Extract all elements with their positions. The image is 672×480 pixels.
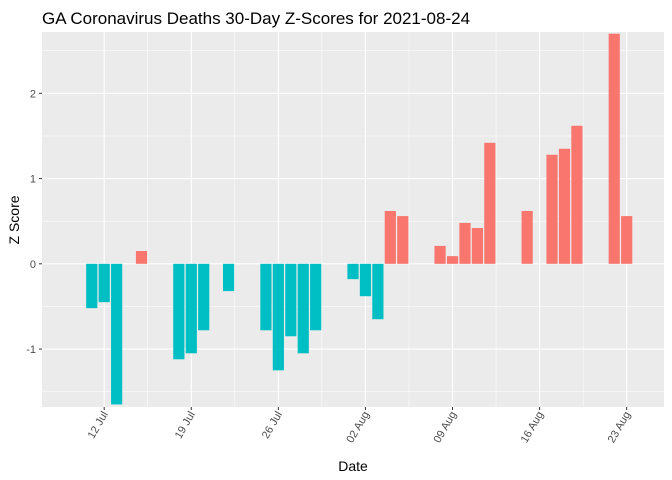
bars <box>86 33 633 405</box>
y-tick-label: 2 <box>30 88 36 100</box>
plot-panel <box>42 32 664 407</box>
bar <box>347 263 359 280</box>
bar <box>621 216 633 264</box>
bar <box>223 263 235 292</box>
bar <box>310 263 322 331</box>
bar <box>111 263 123 405</box>
bar <box>198 263 210 331</box>
minor-gridlines <box>42 32 664 407</box>
x-tick-label: 19 Jul <box>173 410 198 441</box>
bar <box>372 263 384 320</box>
bar <box>86 263 98 309</box>
bar <box>135 251 148 264</box>
bar <box>558 148 571 264</box>
bar <box>98 263 110 303</box>
y-axis: -1 0 1 2 <box>26 88 42 356</box>
bar <box>260 263 272 331</box>
bar <box>446 256 459 264</box>
x-axis: 12 Jul 19 Jul 26 Jul 02 Aug 09 Aug 16 Aug 23 A… <box>86 407 634 446</box>
bar <box>571 125 583 264</box>
x-tick-label: 26 Jul <box>260 410 285 441</box>
bar <box>608 33 620 264</box>
bar <box>459 222 471 264</box>
y-tick-label: -1 <box>26 344 36 356</box>
bar <box>359 263 372 297</box>
y-tick-label: 1 <box>30 174 36 186</box>
x-axis-title: Date <box>338 458 368 474</box>
x-tick-label: 12 Jul <box>86 410 111 441</box>
bar <box>397 216 409 264</box>
bar <box>471 228 483 264</box>
y-tick-label: 0 <box>30 259 36 271</box>
bar <box>297 263 309 354</box>
chart-title: GA Coronavirus Deaths 30-Day Z-Scores fo… <box>42 9 470 28</box>
bar <box>173 263 185 360</box>
x-tick-label: 09 Aug <box>432 410 460 446</box>
y-axis-title: Z Score <box>6 195 22 244</box>
bar <box>434 245 446 264</box>
bar <box>285 263 297 337</box>
bar <box>185 263 197 354</box>
bar <box>272 263 284 371</box>
bar <box>546 154 558 264</box>
bar <box>521 210 533 264</box>
x-tick-label: 02 Aug <box>345 410 373 446</box>
x-tick-label: 23 Aug <box>606 410 634 446</box>
x-tick-label: 16 Aug <box>519 410 547 446</box>
bar <box>484 142 496 264</box>
bar <box>384 210 396 264</box>
